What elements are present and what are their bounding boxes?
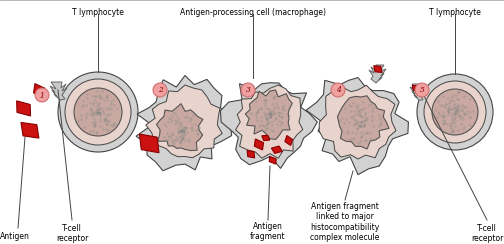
Circle shape xyxy=(241,83,255,97)
Text: T-cell
receptor: T-cell receptor xyxy=(56,224,88,244)
Text: Antigen
fragment: Antigen fragment xyxy=(250,222,286,241)
Polygon shape xyxy=(369,65,386,83)
Text: T lymphocyte: T lymphocyte xyxy=(429,8,481,17)
Polygon shape xyxy=(245,90,292,139)
Polygon shape xyxy=(410,84,425,100)
Polygon shape xyxy=(306,78,408,175)
Circle shape xyxy=(424,81,486,143)
Polygon shape xyxy=(262,135,270,141)
Circle shape xyxy=(35,88,49,102)
Polygon shape xyxy=(269,156,276,164)
Circle shape xyxy=(415,83,429,97)
Polygon shape xyxy=(255,139,264,150)
Polygon shape xyxy=(50,82,67,100)
Text: Antigen fragment
linked to major
histocompatibility
complex molecule: Antigen fragment linked to major histoco… xyxy=(310,202,380,242)
Circle shape xyxy=(58,72,138,152)
Polygon shape xyxy=(146,85,222,158)
Circle shape xyxy=(153,83,167,97)
Polygon shape xyxy=(220,83,318,168)
Text: Antigen-processing cell (macrophage): Antigen-processing cell (macrophage) xyxy=(180,8,326,17)
Polygon shape xyxy=(285,135,293,145)
Polygon shape xyxy=(319,85,396,159)
Polygon shape xyxy=(34,84,45,98)
Polygon shape xyxy=(412,85,419,91)
Polygon shape xyxy=(136,75,232,171)
Text: T-cell
receptor: T-cell receptor xyxy=(471,224,503,244)
Text: 3: 3 xyxy=(245,87,250,94)
Polygon shape xyxy=(271,146,282,153)
Text: Antigen: Antigen xyxy=(0,232,30,241)
Circle shape xyxy=(65,79,131,145)
Polygon shape xyxy=(235,85,303,158)
Polygon shape xyxy=(157,104,203,151)
Circle shape xyxy=(331,83,345,97)
Polygon shape xyxy=(17,101,31,116)
Circle shape xyxy=(74,88,122,136)
Circle shape xyxy=(417,74,493,150)
Polygon shape xyxy=(247,151,255,158)
Circle shape xyxy=(432,89,478,135)
Polygon shape xyxy=(338,96,389,149)
Text: 5: 5 xyxy=(419,87,424,94)
Polygon shape xyxy=(374,66,382,72)
Text: 2: 2 xyxy=(158,87,162,94)
Polygon shape xyxy=(21,122,39,138)
Polygon shape xyxy=(140,134,159,153)
Text: T lymphocyte: T lymphocyte xyxy=(72,8,124,17)
Text: 4: 4 xyxy=(336,87,340,94)
Text: 1: 1 xyxy=(39,92,44,100)
